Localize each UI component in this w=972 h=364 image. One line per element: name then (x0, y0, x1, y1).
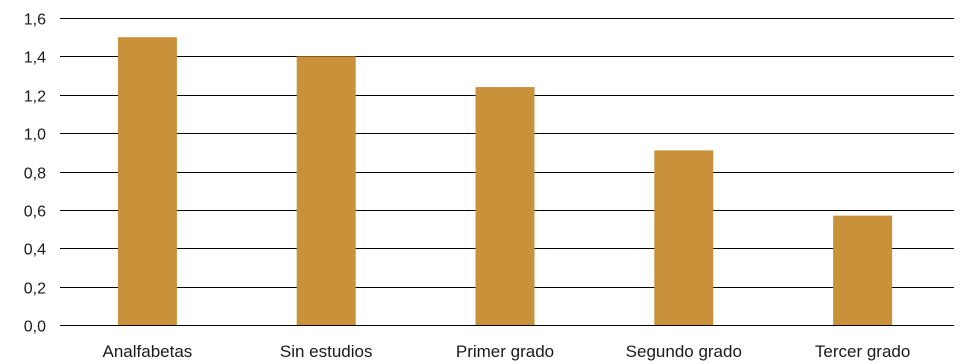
y-tick-label: 1,2 (24, 89, 46, 106)
y-tick-label: 0,2 (24, 281, 46, 298)
y-tick-label: 1,6 (24, 12, 46, 29)
y-tick-label: 0,8 (24, 166, 46, 183)
y-tick-label: 1,4 (24, 50, 46, 67)
x-category-label: Segundo grado (626, 342, 742, 361)
y-axis-tick-labels: 0,0 0,2 0,4 0,6 0,8 1,0 1,2 1,4 1,6 (24, 12, 46, 336)
bar (475, 87, 535, 325)
x-category-label: Analfabetas (103, 342, 193, 361)
y-tick-label: 0,6 (24, 204, 46, 221)
bar (117, 37, 177, 325)
bar (833, 215, 893, 325)
y-tick-label: 1,0 (24, 127, 46, 144)
bar (654, 150, 714, 325)
bar (296, 56, 356, 325)
y-tick-label: 0,0 (24, 319, 46, 336)
x-category-label: Tercer grado (815, 342, 910, 361)
bars (117, 37, 893, 325)
x-category-label: Primer grado (456, 342, 554, 361)
x-category-label: Sin estudios (280, 342, 373, 361)
x-axis-category-labels: Analfabetas Sin estudios Primer grado Segun… (103, 342, 911, 361)
y-tick-label: 0,4 (24, 242, 46, 259)
